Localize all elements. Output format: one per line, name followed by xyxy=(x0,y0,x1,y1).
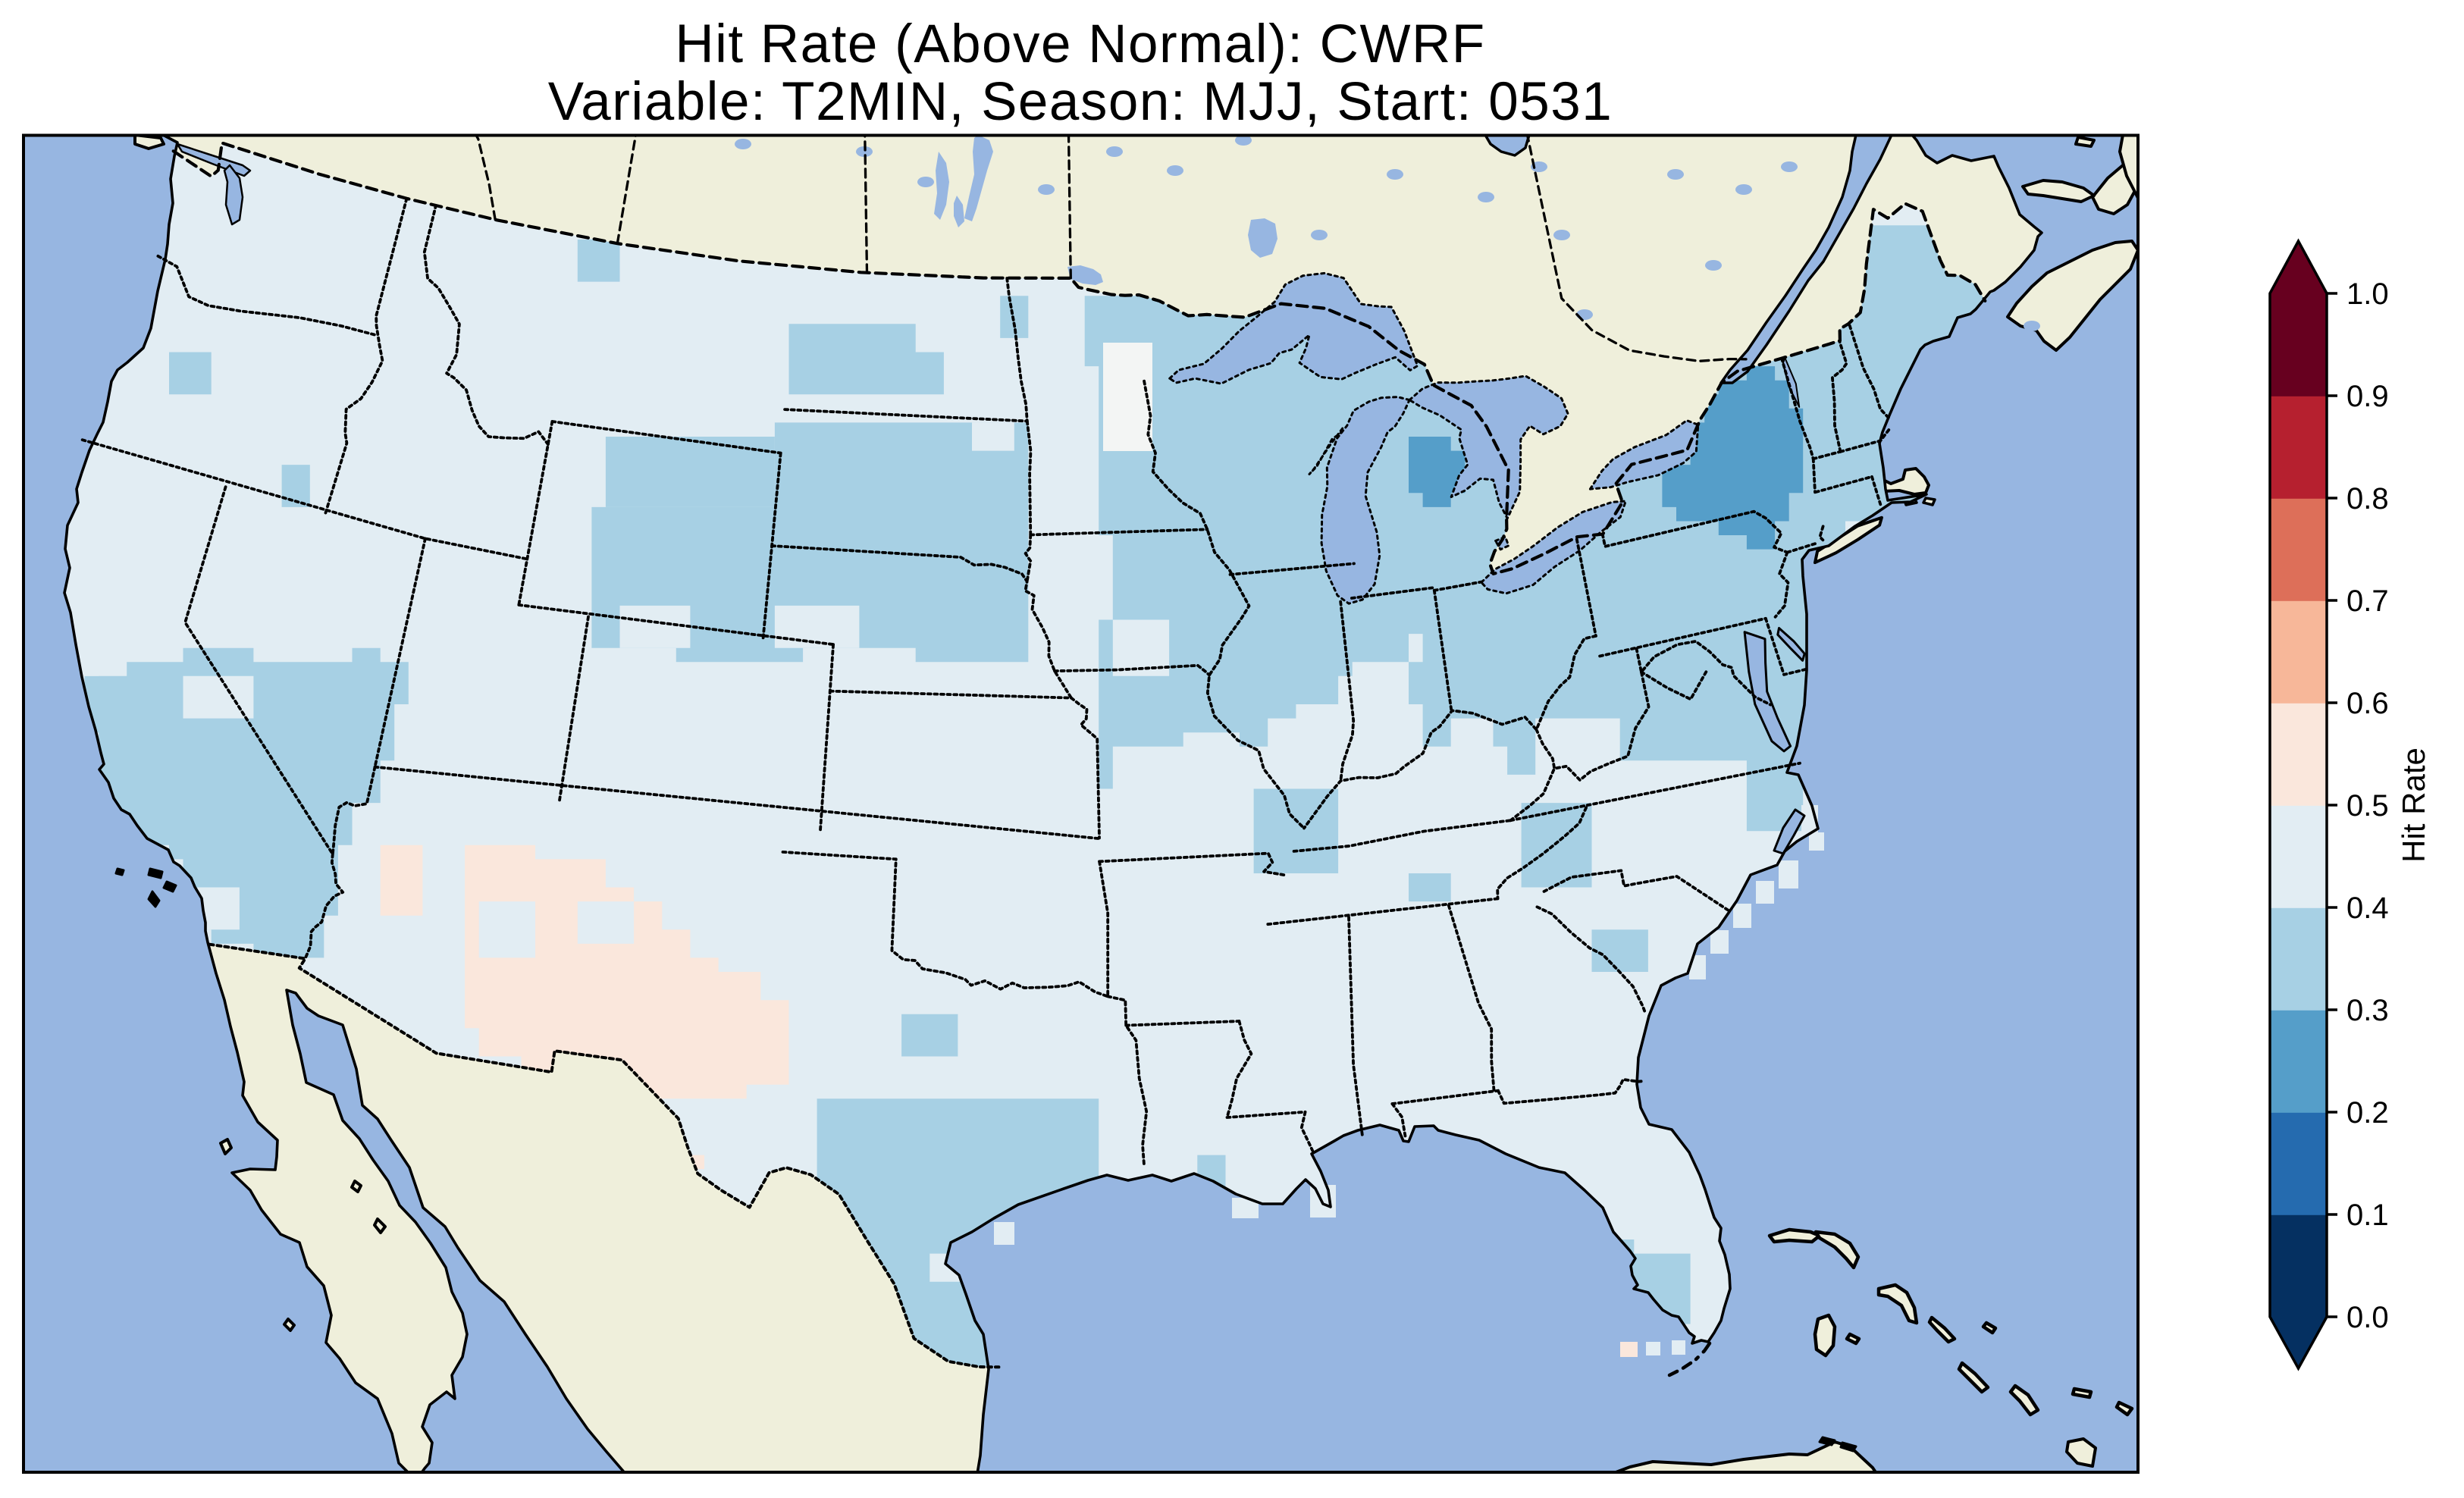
svg-text:0.6: 0.6 xyxy=(2346,687,2389,720)
svg-text:Hit Rate (Above Normal): CWRF: Hit Rate (Above Normal): CWRF xyxy=(675,14,1485,74)
svg-text:0.1: 0.1 xyxy=(2346,1199,2389,1232)
svg-text:0.2: 0.2 xyxy=(2346,1096,2389,1130)
svg-text:Hit Rate: Hit Rate xyxy=(2396,747,2431,863)
svg-text:0.7: 0.7 xyxy=(2346,584,2389,618)
svg-text:0.5: 0.5 xyxy=(2346,789,2389,823)
svg-text:Variable: T2MIN, Season: MJJ,: Variable: T2MIN, Season: MJJ, Start: 053… xyxy=(548,72,1613,132)
svg-text:0.3: 0.3 xyxy=(2346,994,2389,1027)
svg-text:0.9: 0.9 xyxy=(2346,380,2389,413)
svg-text:0.8: 0.8 xyxy=(2346,482,2389,516)
svg-text:0.0: 0.0 xyxy=(2346,1301,2389,1334)
svg-text:1.0: 1.0 xyxy=(2346,277,2389,311)
svg-text:0.4: 0.4 xyxy=(2346,892,2389,925)
